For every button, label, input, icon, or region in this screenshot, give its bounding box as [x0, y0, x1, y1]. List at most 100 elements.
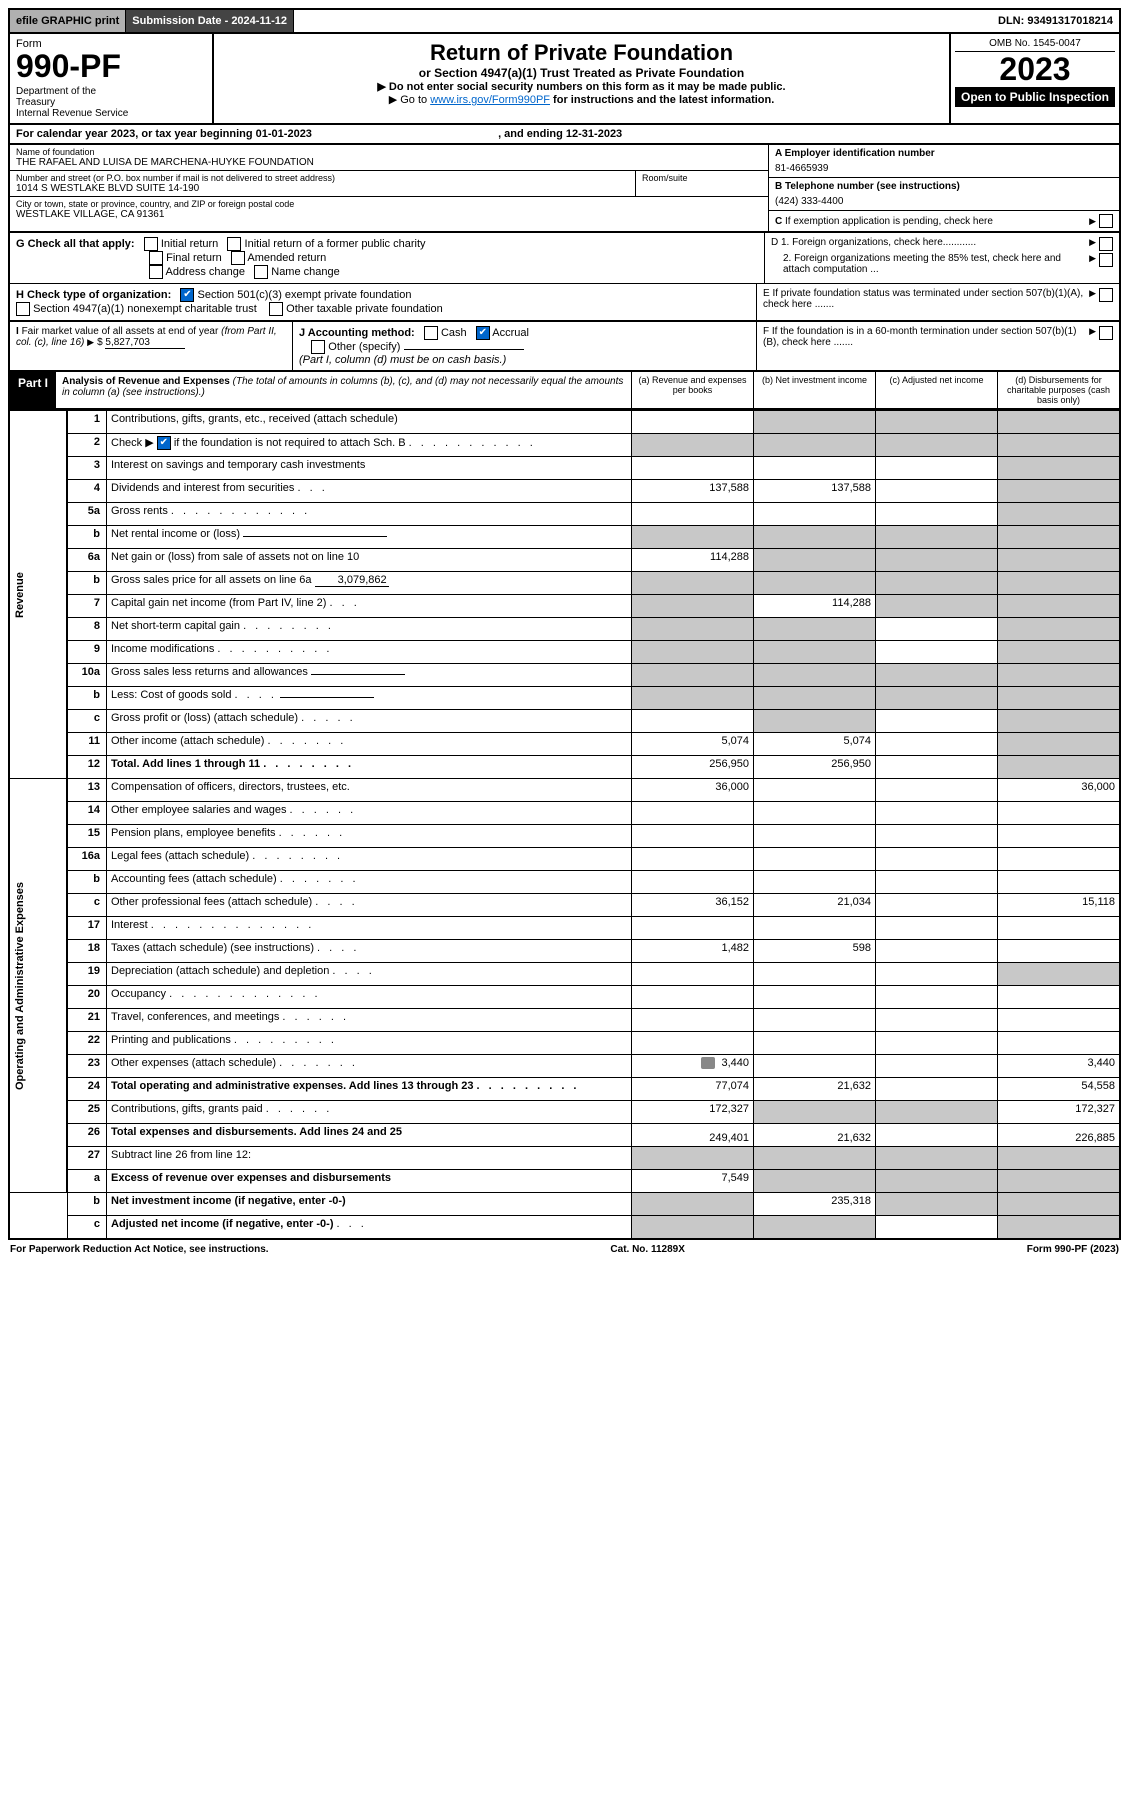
line-27c-desc: Adjusted net income (if negative, enter … — [107, 1216, 632, 1240]
line-22-desc: Printing and publications . . . . . . . … — [107, 1032, 632, 1055]
expenses-side-label: Operating and Administrative Expenses — [9, 779, 67, 1193]
col-d-header: (d) Disbursements for charitable purpose… — [997, 372, 1119, 408]
line-19-desc: Depreciation (attach schedule) and deple… — [107, 963, 632, 986]
h-section: H Check type of organization: Section 50… — [8, 284, 1121, 322]
room-label: Room/suite — [642, 173, 762, 183]
line-16c-desc: Other professional fees (attach schedule… — [107, 894, 632, 917]
g-address-checkbox[interactable] — [149, 265, 163, 279]
line-17-desc: Interest . . . . . . . . . . . . . . — [107, 917, 632, 940]
page-footer: For Paperwork Reduction Act Notice, see … — [8, 1240, 1121, 1259]
cat-no: Cat. No. 11289X — [610, 1244, 684, 1255]
attachment-icon[interactable] — [701, 1057, 715, 1069]
h-other-checkbox[interactable] — [269, 302, 283, 316]
line-10c-desc: Gross profit or (loss) (attach schedule)… — [107, 710, 632, 733]
g-label: G Check all that apply: — [16, 238, 135, 250]
e-label: E If private foundation status was termi… — [763, 288, 1089, 310]
form-header: Form 990-PF Department of theTreasuryInt… — [8, 34, 1121, 125]
line-16b-desc: Accounting fees (attach schedule) . . . … — [107, 871, 632, 894]
g-name-checkbox[interactable] — [254, 265, 268, 279]
g-final-checkbox[interactable] — [149, 251, 163, 265]
line-26-desc: Total expenses and disbursements. Add li… — [107, 1124, 632, 1147]
e-checkbox[interactable] — [1099, 288, 1113, 302]
omb-number: OMB No. 1545-0047 — [955, 38, 1115, 52]
line-15-desc: Pension plans, employee benefits . . . .… — [107, 825, 632, 848]
identification-block: Name of foundation THE RAFAEL AND LUISA … — [8, 145, 1121, 233]
ein-label: A Employer identification number — [775, 148, 1113, 159]
form-title: Return of Private Foundation — [220, 40, 943, 66]
h-501c3-checkbox[interactable] — [180, 288, 194, 302]
j-cash-checkbox[interactable] — [424, 326, 438, 340]
line-8-desc: Net short-term capital gain . . . . . . … — [107, 618, 632, 641]
name-label: Name of foundation — [16, 147, 762, 157]
line-23-desc: Other expenses (attach schedule) . . . .… — [107, 1055, 632, 1078]
dln: DLN: 93491317018214 — [992, 10, 1119, 32]
foundation-name: THE RAFAEL AND LUISA DE MARCHENA-HUYKE F… — [16, 157, 762, 168]
c-label: If exemption application is pending, che… — [785, 216, 993, 227]
submission-date: Submission Date - 2024-11-12 — [126, 10, 294, 32]
phone-value: (424) 333-4400 — [775, 192, 1113, 207]
line-6a-desc: Net gain or (loss) from sale of assets n… — [107, 549, 632, 572]
j-other-checkbox[interactable] — [311, 340, 325, 354]
d1-checkbox[interactable] — [1099, 237, 1113, 251]
j-accrual-checkbox[interactable] — [476, 326, 490, 340]
j-note: (Part I, column (d) must be on cash basi… — [299, 354, 506, 366]
line-20-desc: Occupancy . . . . . . . . . . . . . — [107, 986, 632, 1009]
c-checkbox[interactable] — [1099, 214, 1113, 228]
irs-link[interactable]: www.irs.gov/Form990PF — [430, 94, 550, 106]
line-16a-desc: Legal fees (attach schedule) . . . . . .… — [107, 848, 632, 871]
dept-treasury: Department of theTreasuryInternal Revenu… — [16, 86, 206, 119]
city-label: City or town, state or province, country… — [16, 199, 762, 209]
calendar-year-row: For calendar year 2023, or tax year begi… — [8, 125, 1121, 145]
form-number: 990-PF — [16, 50, 206, 82]
open-public: Open to Public Inspection — [955, 87, 1115, 107]
h-label: H Check type of organization: — [16, 289, 171, 301]
part1-title: Analysis of Revenue and Expenses — [62, 376, 230, 387]
h-4947-checkbox[interactable] — [16, 302, 30, 316]
j-label: J Accounting method: — [299, 327, 415, 339]
part1-label: Part I — [10, 372, 56, 408]
line-27a-desc: Excess of revenue over expenses and disb… — [107, 1170, 632, 1193]
line-25-desc: Contributions, gifts, grants paid . . . … — [107, 1101, 632, 1124]
form-subtitle: or Section 4947(a)(1) Trust Treated as P… — [220, 66, 943, 80]
line-11-desc: Other income (attach schedule) . . . . .… — [107, 733, 632, 756]
ein-value: 81-4665939 — [775, 159, 1113, 174]
d1-label: D 1. Foreign organizations, check here..… — [771, 237, 1089, 251]
part1-table: Revenue 1Contributions, gifts, grants, e… — [8, 410, 1121, 1240]
city-state-zip: WESTLAKE VILLAGE, CA 91361 — [16, 209, 762, 220]
f-label: F If the foundation is in a 60-month ter… — [763, 326, 1089, 348]
line-14-desc: Other employee salaries and wages . . . … — [107, 802, 632, 825]
d2-label: 2. Foreign organizations meeting the 85%… — [771, 253, 1089, 275]
top-bar: efile GRAPHIC print Submission Date - 20… — [8, 8, 1121, 34]
line-12-desc: Total. Add lines 1 through 11 . . . . . … — [107, 756, 632, 779]
col-c-header: (c) Adjusted net income — [875, 372, 997, 408]
tax-year: 2023 — [955, 52, 1115, 87]
line-2-checkbox[interactable] — [157, 436, 171, 450]
g-initial-checkbox[interactable] — [144, 237, 158, 251]
line-10a-desc: Gross sales less returns and allowances — [107, 664, 632, 687]
paperwork-notice: For Paperwork Reduction Act Notice, see … — [10, 1244, 269, 1255]
line-4-desc: Dividends and interest from securities .… — [107, 480, 632, 503]
i-value: 5,827,703 — [105, 337, 185, 349]
line-5a-desc: Gross rents . . . . . . . . . . . . — [107, 503, 632, 526]
efile-label[interactable]: efile GRAPHIC print — [10, 10, 126, 32]
line-7-desc: Capital gain net income (from Part IV, l… — [107, 595, 632, 618]
f-checkbox[interactable] — [1099, 326, 1113, 340]
note-link: ▶ Go to www.irs.gov/Form990PF for instru… — [220, 93, 943, 106]
line-18-desc: Taxes (attach schedule) (see instruction… — [107, 940, 632, 963]
line-27-desc: Subtract line 26 from line 12: — [107, 1147, 632, 1170]
line-2-desc: Check ▶ if the foundation is not require… — [107, 434, 632, 457]
d2-checkbox[interactable] — [1099, 253, 1113, 267]
form-ref: Form 990-PF (2023) — [1027, 1244, 1119, 1255]
street-address: 1014 S WESTLAKE BLVD SUITE 14-190 — [16, 183, 629, 194]
g-section: G Check all that apply: Initial return I… — [8, 233, 1121, 284]
line-10b-desc: Less: Cost of goods sold . . . . — [107, 687, 632, 710]
g-initial-former-checkbox[interactable] — [227, 237, 241, 251]
line-21-desc: Travel, conferences, and meetings . . . … — [107, 1009, 632, 1032]
ij-section: I Fair market value of all assets at end… — [8, 322, 1121, 372]
line-24-desc: Total operating and administrative expen… — [107, 1078, 632, 1101]
phone-label: B Telephone number (see instructions) — [775, 181, 1113, 192]
line-13-desc: Compensation of officers, directors, tru… — [107, 779, 632, 802]
line-6b-desc: Gross sales price for all assets on line… — [107, 572, 632, 595]
g-amended-checkbox[interactable] — [231, 251, 245, 265]
line-1-desc: Contributions, gifts, grants, etc., rece… — [107, 411, 632, 434]
